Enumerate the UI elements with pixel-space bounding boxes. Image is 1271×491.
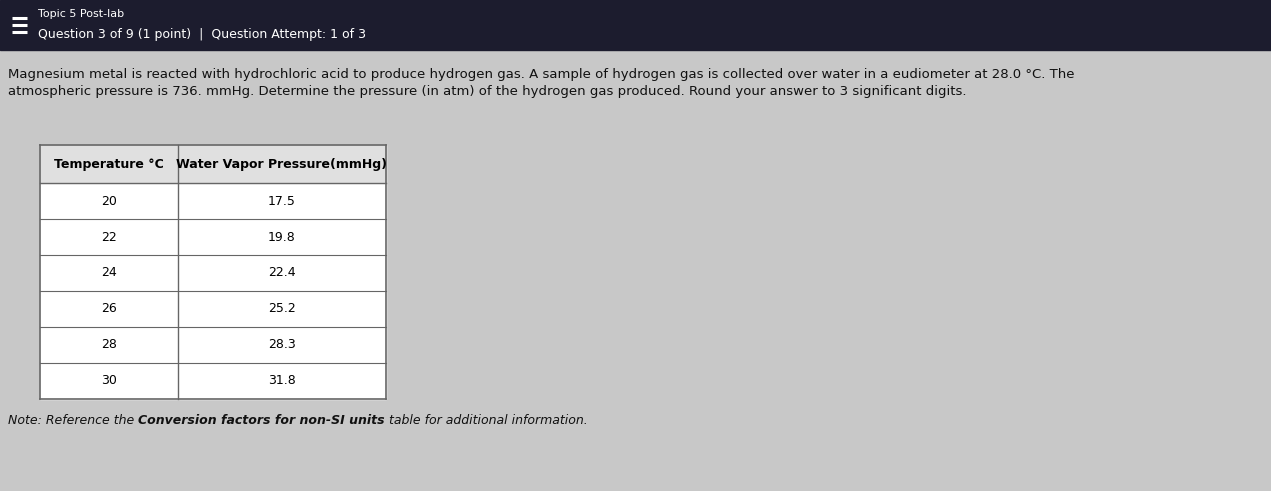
Text: 24: 24: [102, 267, 117, 279]
Text: table for additional information.: table for additional information.: [385, 414, 587, 428]
Text: 19.8: 19.8: [268, 230, 296, 244]
Bar: [0, 50, 1271, 491]
Text: Water Vapor Pressure(mmHg): Water Vapor Pressure(mmHg): [177, 158, 388, 170]
Text: 30: 30: [102, 375, 117, 387]
Bar: [39, 145, 386, 183]
Text: 31.8: 31.8: [268, 375, 296, 387]
Text: Question 3 of 9 (1 point)  |  Question Attempt: 1 of 3: Question 3 of 9 (1 point) | Question Att…: [38, 27, 366, 40]
Text: 28.3: 28.3: [268, 338, 296, 352]
Text: 25.2: 25.2: [268, 302, 296, 316]
Text: Topic 5 Post-lab: Topic 5 Post-lab: [38, 9, 125, 19]
Text: Magnesium metal is reacted with hydrochloric acid to produce hydrogen gas. A sam: Magnesium metal is reacted with hydrochl…: [8, 68, 1074, 81]
Bar: [39, 145, 386, 399]
Text: 22: 22: [102, 230, 117, 244]
Text: Temperature °C: Temperature °C: [55, 158, 164, 170]
Bar: [0, 0, 1271, 50]
Text: Conversion factors for non-SI units: Conversion factors for non-SI units: [139, 414, 385, 428]
Text: 28: 28: [102, 338, 117, 352]
Text: Note: Reference the: Note: Reference the: [8, 414, 139, 428]
Text: atmospheric pressure is 736. mmHg. Determine the pressure (in atm) of the hydrog: atmospheric pressure is 736. mmHg. Deter…: [8, 85, 966, 98]
Text: 17.5: 17.5: [268, 194, 296, 208]
Text: 26: 26: [102, 302, 117, 316]
Text: 22.4: 22.4: [268, 267, 296, 279]
Text: 20: 20: [102, 194, 117, 208]
